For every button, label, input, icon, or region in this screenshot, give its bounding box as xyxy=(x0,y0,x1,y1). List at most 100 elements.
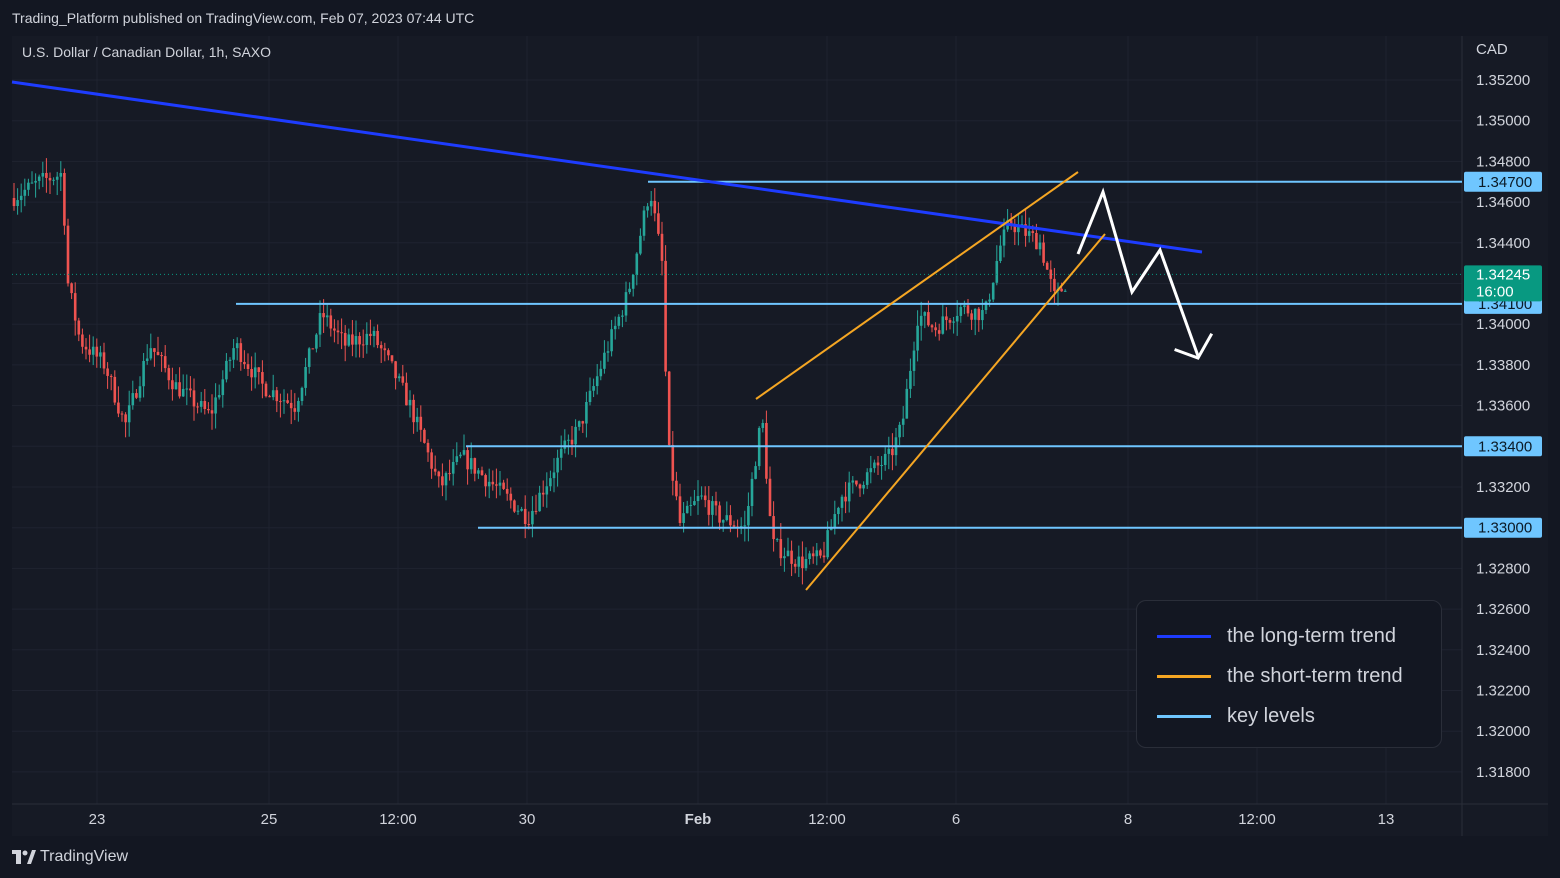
candle-body xyxy=(819,550,822,556)
candle-body xyxy=(801,556,804,569)
candle-body xyxy=(927,312,930,326)
candle-body xyxy=(1024,224,1027,236)
candle-body xyxy=(210,410,214,414)
candle-body xyxy=(401,376,405,383)
candle-body xyxy=(822,555,826,558)
candle-body xyxy=(653,200,657,214)
candle-body xyxy=(711,501,714,515)
candle-body xyxy=(826,530,829,558)
candle-body xyxy=(307,348,311,367)
candle-body xyxy=(268,396,271,398)
candle-body xyxy=(793,563,797,567)
top-bar: Trading_Platform published on TradingVie… xyxy=(0,0,1560,36)
time-tick-label: 12:00 xyxy=(808,811,846,828)
candle-body xyxy=(387,350,390,356)
candle-body xyxy=(955,315,959,322)
candle-body xyxy=(408,399,412,406)
price-tick-label: 1.34600 xyxy=(1476,194,1530,211)
candle-body xyxy=(329,315,333,329)
candle-body xyxy=(322,313,325,318)
price-tick-label: 1.31800 xyxy=(1476,764,1530,781)
candle-body xyxy=(898,424,901,438)
candle-body xyxy=(235,343,239,349)
projection-arrowhead xyxy=(1174,332,1214,360)
candle-body xyxy=(768,478,772,517)
candle-body xyxy=(912,350,916,371)
candle-body xyxy=(1013,225,1017,233)
symbol-title: U.S. Dollar / Canadian Dollar, 1h, SAXO xyxy=(22,44,272,60)
candle-body xyxy=(527,524,531,526)
candle-body xyxy=(246,364,250,369)
key-level-price-tag xyxy=(1464,517,1542,538)
candle-body xyxy=(23,189,27,196)
candle-body xyxy=(397,376,401,379)
candle-body xyxy=(390,355,394,362)
candle-body xyxy=(160,355,163,357)
candle-body xyxy=(153,348,156,352)
short-term-trend-lower-line xyxy=(805,233,1106,591)
currency-label: CAD xyxy=(1476,41,1508,58)
candle-body xyxy=(405,382,408,406)
candle-body xyxy=(81,334,84,347)
price-tick-label: 1.34000 xyxy=(1476,316,1530,333)
candle-body xyxy=(333,328,336,331)
candle-body xyxy=(106,368,109,376)
candle-body xyxy=(52,179,55,181)
candle-body xyxy=(505,488,509,494)
candle-body xyxy=(617,316,621,326)
key-level-price-tag xyxy=(1464,171,1542,192)
candle-body xyxy=(743,525,747,527)
candle-body xyxy=(1009,220,1013,226)
candle-body xyxy=(379,345,383,349)
price-tick-label: 1.33200 xyxy=(1476,479,1530,496)
candle-body xyxy=(113,376,117,403)
candle-body xyxy=(311,348,315,350)
candle-body xyxy=(487,481,491,487)
candle-body xyxy=(462,450,466,455)
time-tick-label: 30 xyxy=(519,811,536,828)
candle-body xyxy=(556,457,559,473)
candle-body xyxy=(797,556,801,567)
candle-body xyxy=(981,310,984,321)
candle-body xyxy=(419,416,423,430)
price-tick-label: 1.32800 xyxy=(1476,560,1530,577)
time-tick-label: Feb xyxy=(685,811,712,828)
candle-body xyxy=(588,390,592,403)
tradingview-logo[interactable]: TradingView xyxy=(12,848,128,866)
candle-body xyxy=(304,366,307,388)
candle-body xyxy=(606,351,610,353)
candle-body xyxy=(829,527,833,531)
time-tick-label: 12:00 xyxy=(1238,811,1276,828)
candle-body xyxy=(664,260,667,372)
candle-body xyxy=(19,195,23,201)
candle-body xyxy=(538,492,541,512)
candle-body xyxy=(473,458,477,474)
candle-body xyxy=(883,453,887,466)
candle-body xyxy=(70,283,73,294)
candle-body xyxy=(88,349,91,355)
candle-body xyxy=(873,462,876,469)
candle-body xyxy=(649,200,653,207)
candle-body xyxy=(700,495,703,497)
candle-body xyxy=(865,472,869,485)
candle-body xyxy=(595,376,599,387)
candle-body xyxy=(228,359,232,361)
price-tick-label: 1.32000 xyxy=(1476,723,1530,740)
candle-body xyxy=(541,492,545,495)
legend-label: the long-term trend xyxy=(1227,624,1396,647)
candle-body xyxy=(142,360,145,387)
candle-body xyxy=(725,515,729,521)
candle-body xyxy=(459,454,462,457)
legend-swatch-cyan xyxy=(1157,714,1211,718)
candle-body xyxy=(988,299,991,302)
candle-body xyxy=(610,329,613,352)
candle-body xyxy=(973,308,977,320)
candle-body xyxy=(466,450,469,470)
key-level-price-label: 1.33400 xyxy=(1478,438,1532,455)
candle-body xyxy=(358,336,361,345)
candle-body xyxy=(707,500,711,515)
candle-body xyxy=(837,507,840,515)
candle-body xyxy=(469,458,473,470)
candle-body xyxy=(570,439,574,445)
